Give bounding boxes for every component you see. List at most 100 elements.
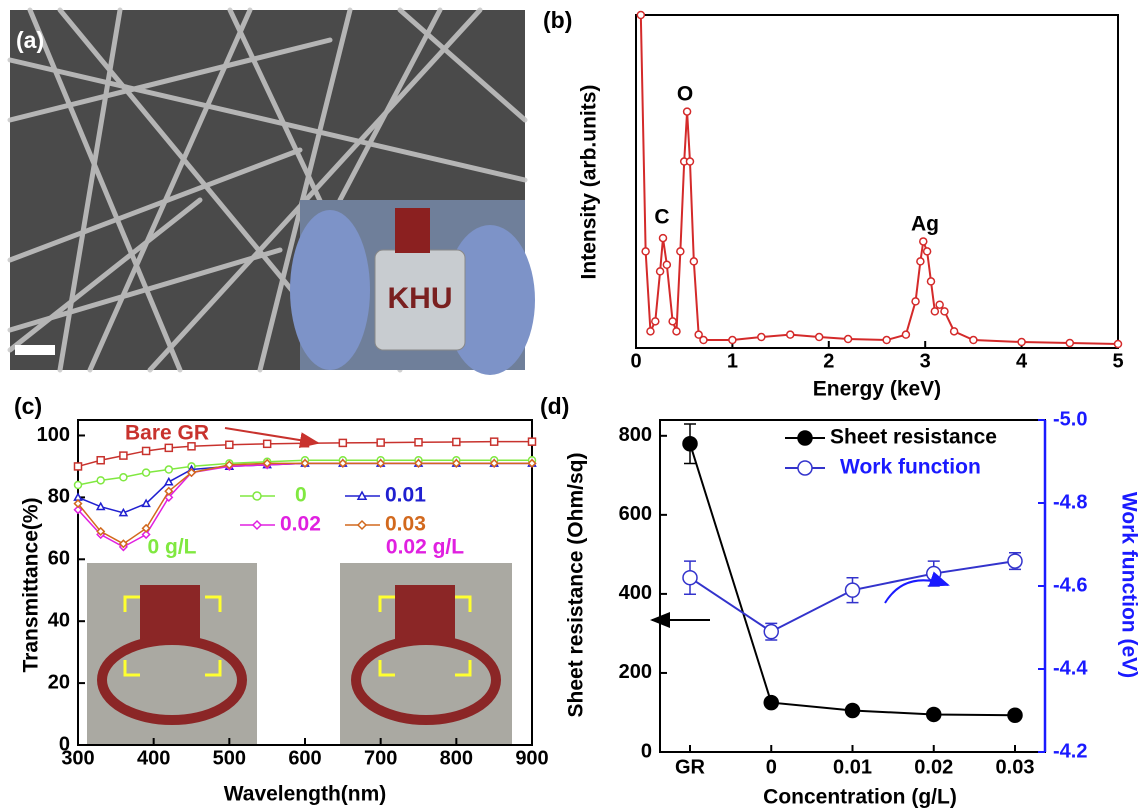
x-tick-label: 0.02 bbox=[914, 756, 953, 778]
marker bbox=[358, 521, 366, 529]
y-axis-label: Sheet resistance (Ohm/sq) bbox=[565, 453, 588, 718]
marker bbox=[951, 328, 958, 335]
marker bbox=[637, 12, 644, 19]
marker bbox=[657, 268, 664, 275]
y-tick-label: 60 bbox=[48, 548, 70, 570]
marker bbox=[120, 452, 127, 459]
marker bbox=[927, 278, 934, 285]
legend-label: 0.03 bbox=[385, 513, 426, 536]
inset-photo bbox=[87, 563, 257, 745]
marker bbox=[846, 583, 860, 597]
x-tick-label: 5 bbox=[1112, 350, 1123, 372]
y-tick-label: 400 bbox=[619, 582, 652, 604]
marker bbox=[165, 478, 172, 484]
arrow bbox=[885, 580, 948, 603]
marker bbox=[642, 248, 649, 255]
marker bbox=[165, 466, 172, 473]
marker bbox=[927, 567, 941, 581]
panel-label: (c) bbox=[14, 393, 42, 419]
marker bbox=[120, 474, 127, 481]
marker bbox=[690, 258, 697, 265]
figure: (a) KHU (b) Energy (keV) Intensity (arb.un… bbox=[0, 0, 1147, 809]
plot-frame bbox=[636, 15, 1118, 348]
annotation: O bbox=[677, 83, 693, 106]
marker bbox=[253, 492, 261, 500]
marker bbox=[415, 439, 422, 446]
marker bbox=[787, 331, 794, 338]
marker bbox=[253, 521, 261, 529]
x-tick-label: 900 bbox=[515, 747, 548, 769]
marker bbox=[97, 457, 104, 464]
marker bbox=[97, 503, 104, 509]
x-tick-label: 1 bbox=[727, 350, 738, 372]
y-axis-label: Intensity (arb.units) bbox=[578, 85, 601, 280]
marker bbox=[970, 337, 977, 344]
marker bbox=[97, 477, 104, 484]
inset-photo: KHU bbox=[290, 200, 535, 375]
panel-label: (a) bbox=[16, 27, 44, 53]
marker bbox=[663, 261, 670, 268]
marker bbox=[264, 440, 271, 447]
y-tick-label: 40 bbox=[48, 609, 70, 631]
marker bbox=[936, 301, 943, 308]
marker bbox=[798, 431, 812, 445]
marker bbox=[358, 492, 366, 499]
y2-tick-label: -4.4 bbox=[1053, 657, 1088, 679]
marker bbox=[816, 334, 823, 341]
marker bbox=[683, 571, 697, 585]
y2-tick-label: -4.2 bbox=[1053, 740, 1087, 762]
x-tick-label: 600 bbox=[288, 747, 321, 769]
x-tick-label: 3 bbox=[920, 350, 931, 372]
marker bbox=[226, 441, 233, 448]
marker bbox=[931, 308, 938, 315]
annotation: 0 g/L bbox=[147, 536, 196, 559]
x-axis-label: Energy (keV) bbox=[813, 378, 941, 401]
legend-label: 0 bbox=[295, 484, 307, 507]
marker bbox=[920, 238, 927, 245]
x-axis-label: Concentration (g/L) bbox=[763, 786, 957, 809]
y2-tick-label: -4.8 bbox=[1053, 491, 1087, 513]
series-line bbox=[641, 15, 1118, 344]
y2-tick-label: -5.0 bbox=[1053, 408, 1087, 430]
marker bbox=[729, 337, 736, 344]
x-tick-label: 800 bbox=[440, 747, 473, 769]
marker bbox=[673, 328, 680, 335]
marker bbox=[1008, 708, 1022, 722]
marker bbox=[529, 438, 536, 445]
x-tick-label: 2 bbox=[823, 350, 834, 372]
x-axis-label: Wavelength(nm) bbox=[224, 783, 387, 806]
marker bbox=[143, 469, 150, 476]
y2-axis-label: Work function (eV) bbox=[1117, 492, 1140, 678]
annotation: 0.02 g/L bbox=[386, 536, 464, 559]
marker bbox=[686, 158, 693, 165]
inset-text: KHU bbox=[388, 282, 453, 315]
marker bbox=[1008, 554, 1022, 568]
panel-label: (d) bbox=[540, 393, 569, 419]
marker bbox=[902, 331, 909, 338]
x-tick-label: 400 bbox=[137, 747, 170, 769]
marker bbox=[165, 444, 172, 451]
annotation: Ag bbox=[911, 213, 939, 236]
inset-photo bbox=[340, 563, 512, 745]
x-tick-label: 0.01 bbox=[833, 756, 872, 778]
x-tick-label: 500 bbox=[213, 747, 246, 769]
marker bbox=[677, 248, 684, 255]
panel-label: (b) bbox=[543, 7, 572, 33]
legend-label: Sheet resistance bbox=[830, 426, 997, 449]
marker bbox=[927, 707, 941, 721]
marker bbox=[764, 696, 778, 710]
marker bbox=[917, 258, 924, 265]
marker bbox=[652, 318, 659, 325]
y-tick-label: 80 bbox=[48, 486, 70, 508]
marker bbox=[700, 337, 707, 344]
y-tick-label: 20 bbox=[48, 671, 70, 693]
marker bbox=[924, 248, 931, 255]
marker bbox=[758, 334, 765, 341]
x-tick-label: 700 bbox=[364, 747, 397, 769]
legend-label: 0.02 bbox=[280, 513, 321, 536]
marker bbox=[764, 625, 778, 639]
marker bbox=[883, 337, 890, 344]
marker bbox=[453, 438, 460, 445]
marker bbox=[339, 439, 346, 446]
annotation: Bare GR bbox=[125, 422, 209, 445]
